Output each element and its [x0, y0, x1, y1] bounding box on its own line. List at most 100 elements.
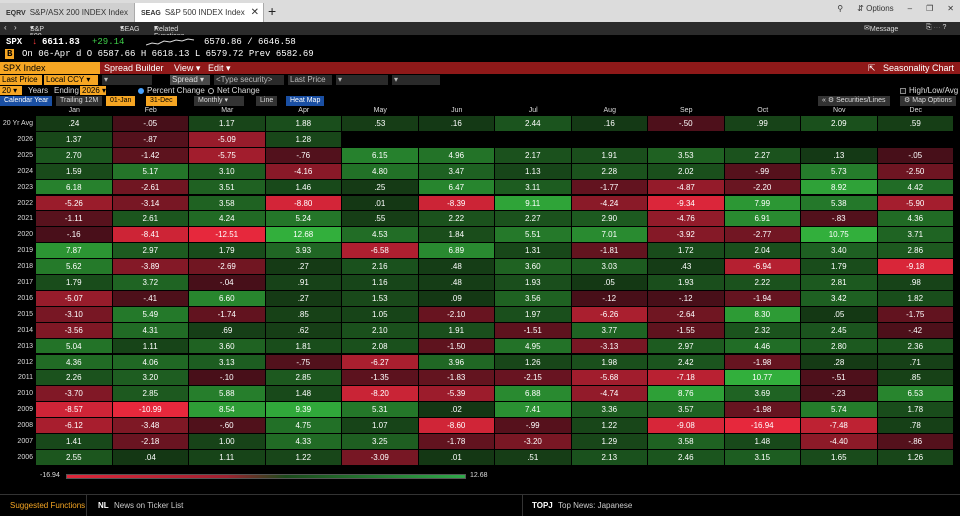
heat-cell[interactable]: 5.38: [801, 195, 878, 212]
heat-cell[interactable]: -3.14: [112, 195, 189, 212]
heat-cell[interactable]: -8.80: [265, 195, 342, 212]
heat-cell[interactable]: 3.10: [189, 163, 266, 180]
heat-cell[interactable]: .13: [801, 147, 878, 164]
heat-cell[interactable]: [571, 131, 648, 148]
heat-cell[interactable]: -1.51: [495, 322, 572, 339]
heat-cell[interactable]: -2.50: [877, 163, 954, 180]
heat-cell[interactable]: -5.07: [36, 290, 113, 307]
heat-cell[interactable]: -5.39: [418, 386, 495, 403]
heat-cell[interactable]: -2.10: [418, 306, 495, 323]
heat-cell[interactable]: -1.81: [571, 243, 648, 260]
security-selector[interactable]: S&P 500 INDEX Index ▾: [30, 24, 51, 54]
heat-cell[interactable]: 1.88: [265, 116, 342, 132]
heat-cell[interactable]: 1.93: [495, 275, 572, 291]
heat-cell[interactable]: .27: [265, 290, 342, 307]
heat-cell[interactable]: 2.97: [648, 338, 725, 355]
heat-cell[interactable]: 1.97: [495, 306, 572, 323]
heat-cell[interactable]: -3.10: [36, 306, 113, 323]
heat-cell[interactable]: .78: [877, 418, 954, 434]
blank-field-1[interactable]: ▾: [102, 75, 152, 85]
heat-cell[interactable]: 6.18: [36, 179, 113, 196]
heat-cell[interactable]: .99: [724, 116, 801, 132]
nl-link[interactable]: News on Ticker List: [114, 501, 184, 510]
heat-cell[interactable]: 5.73: [801, 163, 878, 180]
seasonality-chart-button[interactable]: ⇱ Seasonality Chart: [868, 62, 954, 74]
heat-cell[interactable]: -.12: [648, 290, 725, 307]
heat-cell[interactable]: 4.46: [724, 338, 801, 355]
heat-cell[interactable]: 1.37: [36, 131, 113, 148]
heat-cell[interactable]: 4.80: [342, 163, 419, 180]
heat-cell[interactable]: 1.53: [342, 290, 419, 307]
heat-cell[interactable]: .24: [36, 116, 113, 132]
heat-cell[interactable]: -6.94: [724, 259, 801, 275]
heat-cell[interactable]: -6.58: [342, 243, 419, 260]
heat-cell[interactable]: 4.24: [189, 211, 266, 228]
to-date-input[interactable]: 31-Dec: [146, 96, 177, 106]
heat-cell[interactable]: .85: [265, 306, 342, 323]
message-button[interactable]: ✉ Message: [864, 25, 899, 33]
heat-cell[interactable]: 1.41: [36, 434, 113, 450]
heat-cell[interactable]: 6.88: [495, 386, 572, 403]
heat-cell[interactable]: .02: [418, 402, 495, 419]
high-low-avg-checkbox[interactable]: High/Low/Avg: [898, 86, 960, 95]
heat-cell[interactable]: 1.17: [189, 116, 266, 132]
spread-select[interactable]: Spread ▾: [170, 75, 210, 85]
heat-cell[interactable]: 1.72: [648, 243, 725, 260]
heat-cell[interactable]: 3.71: [877, 227, 954, 244]
heat-cell[interactable]: -3.20: [495, 434, 572, 450]
heat-cell[interactable]: -7.18: [648, 370, 725, 387]
heat-cell[interactable]: .05: [801, 306, 878, 323]
heat-cell[interactable]: 4.75: [265, 418, 342, 434]
heat-cell[interactable]: .27: [265, 259, 342, 275]
heat-cell[interactable]: .98: [877, 275, 954, 291]
heat-cell[interactable]: -16.94: [724, 418, 801, 434]
heat-cell[interactable]: 3.53: [648, 147, 725, 164]
heat-cell[interactable]: -12.51: [189, 227, 266, 244]
heat-cell[interactable]: 1.46: [265, 179, 342, 196]
heat-cell[interactable]: 2.27: [724, 147, 801, 164]
heat-cell[interactable]: .09: [418, 290, 495, 307]
heat-cell[interactable]: 2.09: [801, 116, 878, 132]
heat-cell[interactable]: 2.04: [724, 243, 801, 260]
years-input[interactable]: 20 ▾: [0, 86, 22, 95]
heat-cell[interactable]: -3.09: [342, 449, 419, 466]
heat-cell[interactable]: -1.77: [571, 179, 648, 196]
heat-cell[interactable]: -2.64: [648, 306, 725, 323]
heat-cell[interactable]: .25: [342, 179, 419, 196]
heat-cell[interactable]: -2.15: [495, 370, 572, 387]
heat-cell[interactable]: 1.48: [724, 434, 801, 450]
suggested-functions-link[interactable]: Suggested Functions: [10, 501, 86, 510]
heat-cell[interactable]: 1.81: [265, 338, 342, 355]
heat-cell[interactable]: -10.99: [112, 402, 189, 419]
heat-cell[interactable]: -3.70: [36, 386, 113, 403]
heat-cell[interactable]: .62: [265, 322, 342, 339]
heat-cell[interactable]: -7.48: [801, 418, 878, 434]
heat-cell[interactable]: 1.26: [495, 354, 572, 371]
options-menu[interactable]: ⇵ Options: [857, 4, 894, 13]
heat-map-button[interactable]: Heat Map: [286, 96, 325, 106]
heat-cell[interactable]: 2.86: [877, 243, 954, 260]
heat-cell[interactable]: -.05: [112, 116, 189, 132]
heat-cell[interactable]: 2.46: [648, 449, 725, 466]
close-tab-icon[interactable]: ✕: [250, 7, 259, 18]
heat-cell[interactable]: 1.22: [571, 418, 648, 434]
heat-cell[interactable]: .43: [648, 259, 725, 275]
heat-cell[interactable]: -8.20: [342, 386, 419, 403]
heat-cell[interactable]: -1.74: [189, 306, 266, 323]
heat-cell[interactable]: -.76: [265, 147, 342, 164]
heat-cell[interactable]: -4.40: [801, 434, 878, 450]
field-select-2[interactable]: Last Price: [288, 75, 332, 85]
heat-cell[interactable]: 2.80: [801, 338, 878, 355]
heat-cell[interactable]: 4.33: [265, 434, 342, 450]
field-select-1[interactable]: Last Price: [0, 75, 42, 85]
heat-cell[interactable]: 2.02: [648, 163, 725, 180]
heat-cell[interactable]: 3.56: [495, 290, 572, 307]
heat-cell[interactable]: -3.56: [36, 322, 113, 339]
heat-cell[interactable]: 3.96: [418, 354, 495, 371]
heat-cell[interactable]: 1.29: [571, 434, 648, 450]
heat-cell[interactable]: 1.82: [877, 290, 954, 307]
heat-cell[interactable]: -.05: [877, 147, 954, 164]
heat-cell[interactable]: 1.31: [495, 243, 572, 260]
heat-cell[interactable]: .05: [571, 275, 648, 291]
heat-cell[interactable]: 10.75: [801, 227, 878, 244]
